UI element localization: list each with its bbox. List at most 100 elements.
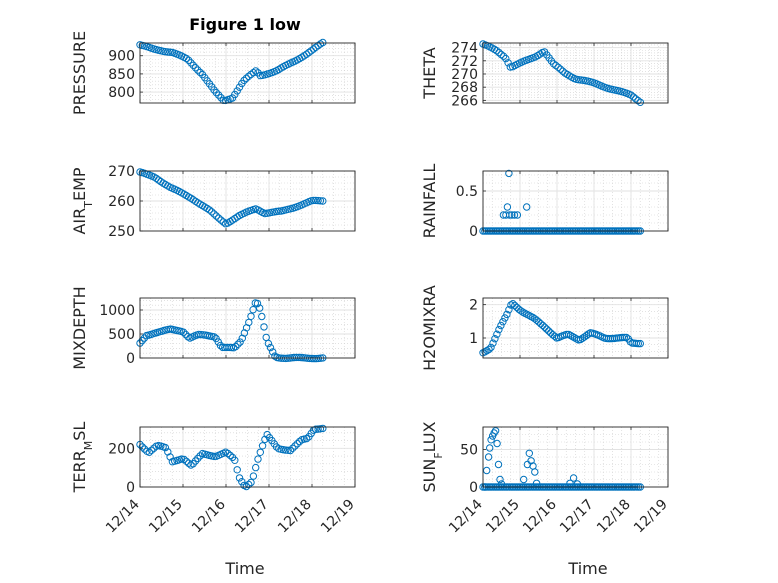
data-point — [216, 341, 225, 350]
data-point — [212, 212, 221, 220]
x-tick-label: 12/17 — [232, 497, 272, 537]
data-point — [191, 457, 200, 465]
x-tick-label: 12/17 — [557, 497, 597, 537]
subplot-terr-msl: 0 200 TERRMSL 12/14 12/15 12/16 12/17 12/18 12/1… — [70, 422, 358, 537]
data-point — [161, 48, 170, 56]
data-point — [309, 45, 318, 53]
data-point — [493, 330, 501, 338]
data-point — [210, 210, 218, 218]
data-point — [309, 196, 318, 205]
data-point — [293, 440, 301, 448]
data-point — [191, 64, 200, 72]
data-point — [493, 439, 501, 448]
data-point — [486, 444, 494, 452]
data-point — [502, 54, 510, 63]
data-point — [232, 342, 240, 351]
data-point — [205, 206, 214, 214]
data-point — [532, 479, 541, 487]
data-point — [252, 463, 260, 472]
data-point — [627, 91, 635, 99]
y-axis-label: SUNFLUX — [420, 421, 445, 492]
data-point — [505, 306, 513, 314]
data-point — [210, 452, 218, 461]
x-tick-label: 12/18 — [275, 497, 315, 537]
data-point — [238, 478, 246, 486]
data-point — [499, 318, 507, 326]
data-point — [242, 482, 251, 491]
y-axis-label: THETA — [420, 47, 439, 99]
data-point — [164, 48, 172, 56]
subplot-air-temp: 250 260 270 AIRTEMP — [70, 164, 356, 240]
y-tick-label: 260 — [108, 194, 135, 210]
data-point — [212, 88, 221, 97]
data-point — [258, 442, 267, 450]
y-tick-label: 800 — [108, 85, 135, 101]
data-point — [577, 76, 585, 84]
y-axis-label: AIRTEMP — [70, 167, 95, 234]
data-point — [261, 435, 269, 444]
data-point — [272, 207, 281, 216]
data-point — [636, 339, 644, 348]
y-tick-label: 272 — [451, 54, 478, 70]
data-point — [233, 87, 241, 95]
data-point — [527, 457, 535, 465]
data-point — [552, 61, 560, 70]
data-point — [194, 66, 202, 74]
axes-box — [139, 170, 356, 232]
data-point — [179, 328, 188, 336]
data-point — [491, 335, 499, 343]
data-point — [235, 474, 244, 482]
data-point — [138, 336, 146, 345]
data-point — [264, 339, 273, 348]
data-point — [622, 333, 630, 342]
data-point — [509, 300, 517, 308]
data-point — [575, 76, 583, 84]
data-point — [147, 446, 156, 454]
data-point — [245, 72, 253, 81]
data-point — [494, 460, 503, 469]
data-point — [314, 425, 322, 433]
data-point — [231, 456, 239, 464]
axes-box — [139, 42, 356, 104]
data-point — [485, 345, 493, 354]
data-point — [566, 479, 574, 487]
data-point — [487, 436, 495, 444]
subplot-h2omixra: 1 2 H2OMIXRA — [420, 285, 669, 371]
data-point — [517, 307, 525, 315]
x-tick-label: 12/16 — [520, 496, 560, 536]
data-point — [247, 478, 255, 487]
data-point — [319, 424, 327, 433]
x-axis-label-right: Time — [567, 559, 607, 578]
data-point — [177, 455, 186, 463]
y-tick-label: 2 — [469, 298, 478, 314]
data-point — [312, 196, 320, 205]
data-point — [508, 211, 516, 219]
y-tick-label: 266 — [451, 93, 478, 109]
data-point — [194, 454, 202, 463]
data-point — [252, 67, 260, 75]
data-point — [247, 312, 255, 320]
data-point — [242, 74, 251, 83]
data-point — [269, 348, 277, 356]
subplot-pressure: 800 850 900 PRESSURE — [70, 31, 356, 115]
data-point — [254, 455, 262, 463]
y-tick-label: 270 — [451, 67, 478, 83]
y-tick-label: 274 — [451, 41, 478, 57]
data-point — [196, 68, 204, 77]
data-point — [549, 60, 558, 68]
data-point — [319, 38, 327, 47]
axes-box — [482, 42, 669, 104]
data-point — [495, 48, 503, 57]
data-point — [312, 425, 320, 433]
data-point — [208, 208, 216, 216]
data-point — [554, 63, 562, 72]
x-tick-label: 12/15 — [483, 497, 523, 537]
axes-box — [482, 426, 669, 488]
data-point — [634, 96, 642, 105]
data-point — [302, 434, 311, 443]
data-point — [253, 299, 262, 308]
x-axis-label-left: Time — [224, 559, 264, 578]
data-point — [182, 54, 191, 63]
